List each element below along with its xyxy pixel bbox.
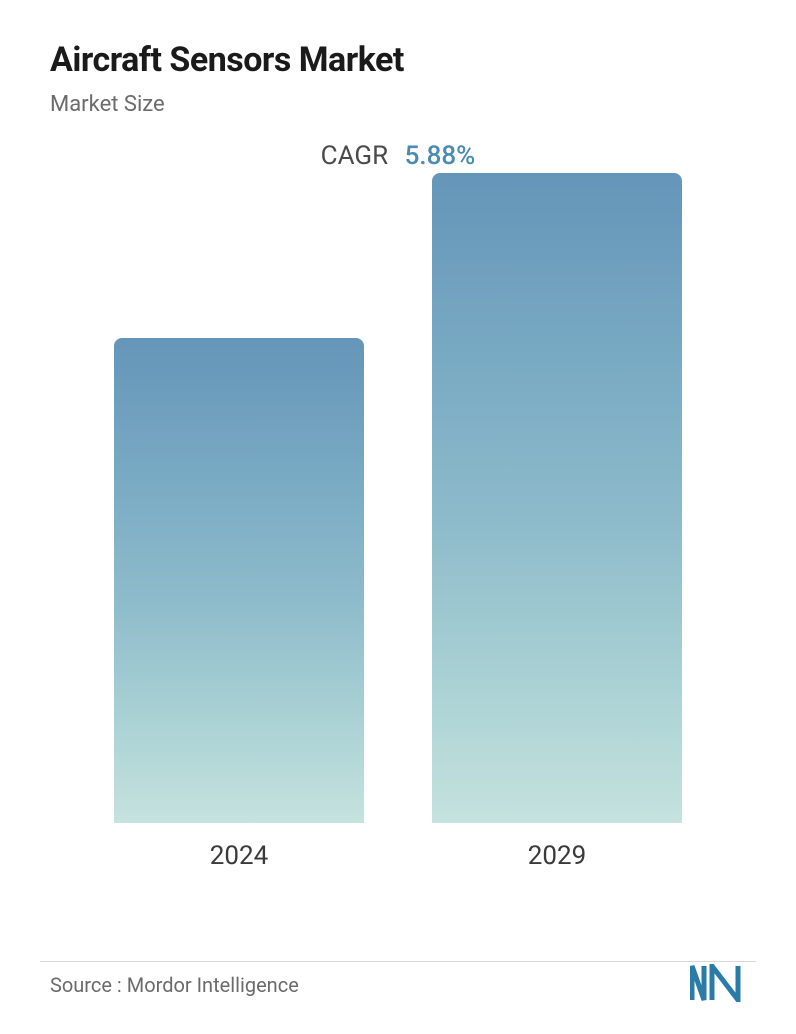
bar-group: 2024 xyxy=(109,338,369,871)
bar-2029 xyxy=(432,173,682,823)
bar-label: 2029 xyxy=(528,841,586,871)
cagr-label: CAGR xyxy=(321,141,388,171)
bar-2024 xyxy=(114,338,364,823)
cagr-row: CAGR 5.88% xyxy=(50,141,746,171)
bar-group: 2029 xyxy=(427,173,687,871)
brand-logo-icon xyxy=(690,964,746,1006)
page-subtitle: Market Size xyxy=(50,92,746,117)
page-title: Aircraft Sensors Market xyxy=(50,40,746,80)
footer: Source : Mordor Intelligence xyxy=(50,964,746,1006)
source-text: Source : Mordor Intelligence xyxy=(50,973,299,997)
cagr-value: 5.88% xyxy=(405,141,476,171)
footer-divider xyxy=(40,961,756,962)
bar-label: 2024 xyxy=(210,841,268,871)
bar-chart: 2024 2029 xyxy=(50,211,746,871)
